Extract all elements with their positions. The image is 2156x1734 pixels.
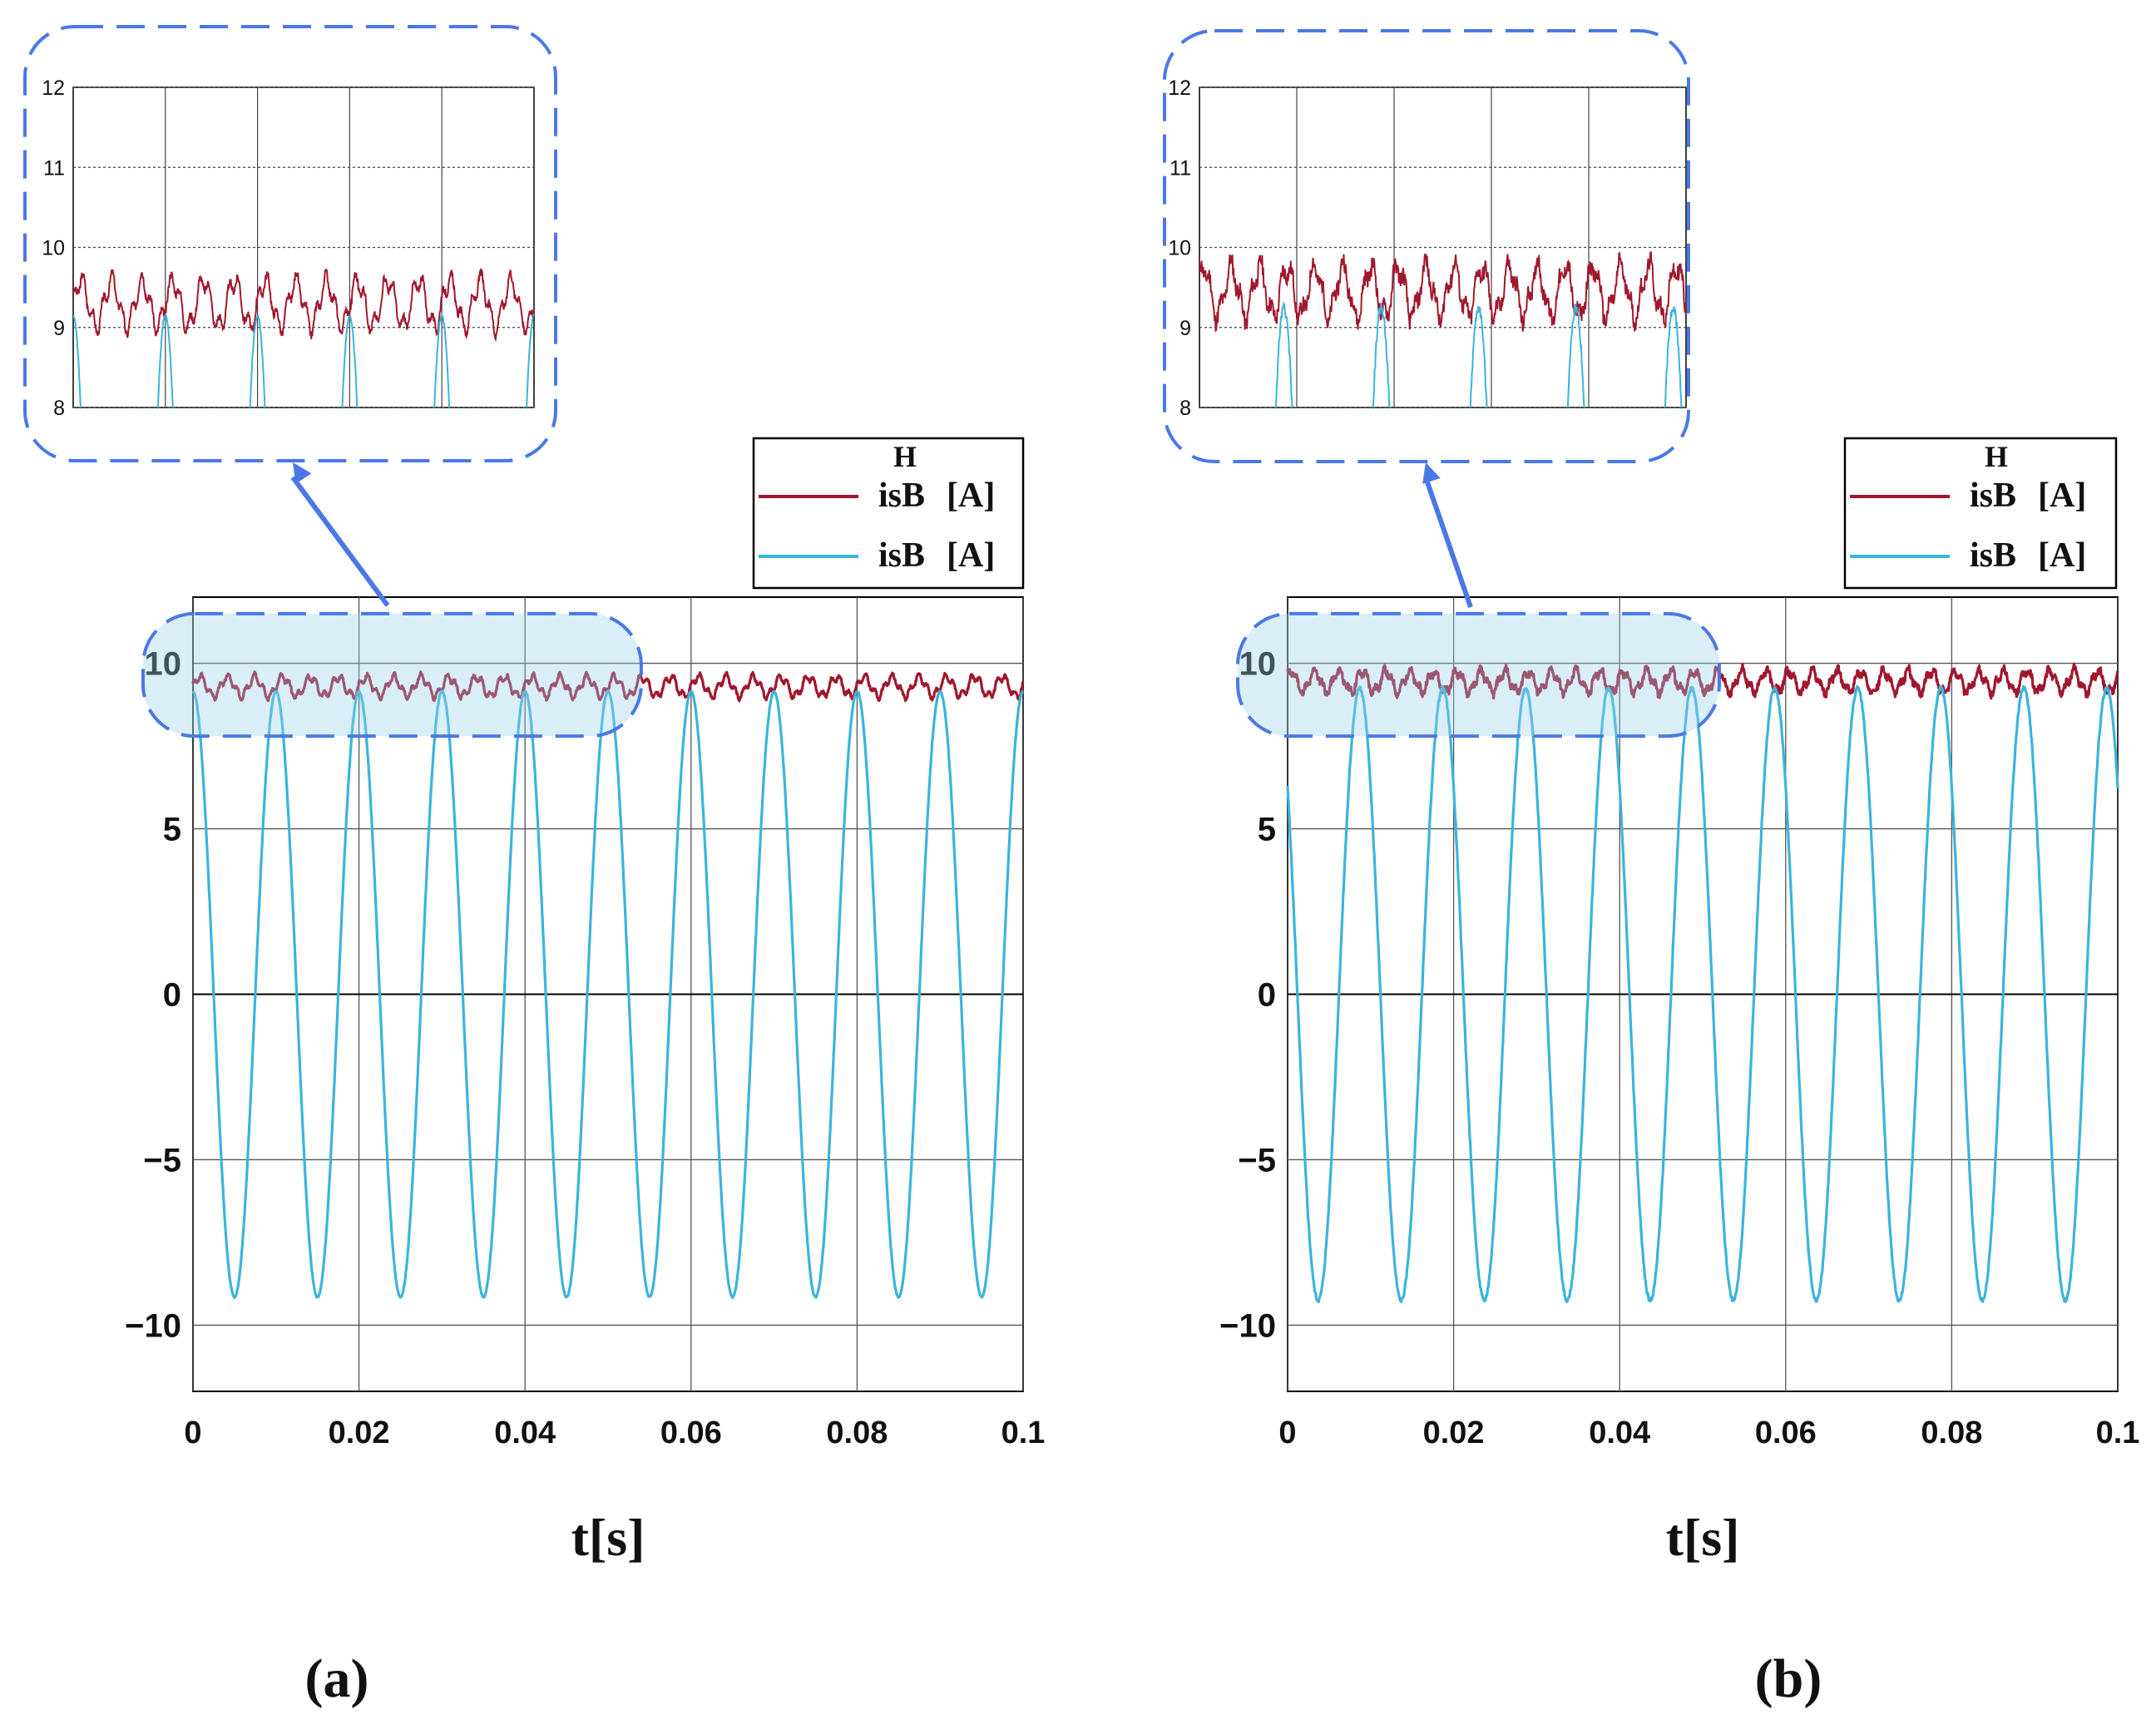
x-tick-label: 0.1	[2096, 1415, 2140, 1450]
series-line-1	[191, 689, 1024, 1299]
zoom-y-tick-label: 11	[43, 156, 65, 180]
zoom-arrow-head	[1422, 462, 1441, 484]
x-tick-label: 0.06	[660, 1415, 722, 1450]
legend-box	[752, 437, 1025, 590]
y-tick-label: 10	[145, 646, 182, 683]
zoom-y-tick-label: 12	[42, 77, 65, 100]
zoom-series-line-1	[1274, 300, 1683, 408]
x-tick-label: 0.04	[1589, 1415, 1650, 1450]
zoom-inset: 8 9 10 11 12	[1163, 29, 1690, 463]
x-tick-label: 0	[1278, 1415, 1296, 1450]
zoom-y-tick-label: 11	[1169, 156, 1191, 180]
zoom-series-line-0	[73, 267, 534, 343]
y-tick-label: −5	[143, 1142, 181, 1178]
x-tick-label: 0.04	[494, 1415, 556, 1450]
legend: isB H [A] isB [A]	[752, 437, 1025, 590]
zoom-inset: 8 9 10 11 12	[23, 25, 557, 462]
x-axis-label: t[s]	[571, 1508, 645, 1567]
legend-unit: [A]	[2038, 477, 2086, 515]
panel-b: 0 0.02 0.04 0.06 0.08 0.1 −10 −5 0 5 10 t[s] (b) isB H…	[1163, 29, 2140, 1709]
legend-label: isB	[1970, 477, 2016, 515]
x-tick-label: 0.06	[1755, 1415, 1817, 1450]
zoom-y-tick-label: 9	[1179, 317, 1191, 340]
series-line-1	[1286, 684, 2119, 1304]
y-tick-label: −10	[125, 1307, 181, 1344]
zoom-source-region	[141, 611, 643, 739]
legend-unit: [A]	[947, 536, 995, 575]
y-tick-label: 0	[163, 977, 181, 1014]
x-tick-label: 0.1	[1001, 1415, 1046, 1450]
x-tick-label: 0.02	[1423, 1415, 1485, 1450]
legend-box	[1843, 437, 2118, 590]
zoom-y-tick-label: 8	[1179, 397, 1191, 420]
zoom-series-line-0	[1199, 250, 1686, 333]
panel-a: 0 0.02 0.04 0.06 0.08 0.1 −10 −5 0 5 10 t[s] (a) isB H…	[23, 25, 1046, 1709]
legend-superscript: H	[893, 440, 917, 473]
legend-unit: [A]	[947, 477, 995, 515]
legend-label: isB	[878, 536, 925, 575]
panel-label: (b)	[1755, 1648, 1822, 1709]
y-tick-label: 5	[163, 812, 181, 848]
y-tick-label: −10	[1219, 1307, 1276, 1344]
zoom-arrow	[290, 476, 390, 607]
y-tick-label: −5	[1238, 1142, 1276, 1178]
x-tick-label: 0.08	[826, 1415, 888, 1450]
zoom-y-tick-label: 10	[42, 237, 65, 260]
y-tick-label: 5	[1258, 812, 1276, 848]
x-tick-label: 0.02	[329, 1415, 390, 1450]
x-axis-label: t[s]	[1666, 1508, 1740, 1567]
legend: isB H [A] isB [A]	[1843, 437, 2118, 590]
legend-label: isB	[1970, 536, 2016, 575]
zoom-arrow	[1423, 477, 1473, 608]
legend-unit: [A]	[2038, 536, 2086, 575]
legend-superscript: H	[1985, 440, 2008, 473]
legend-label: isB	[878, 477, 925, 515]
zoom-y-tick-label: 12	[1168, 77, 1191, 100]
zoom-arrow-head	[293, 462, 312, 484]
zoom-y-tick-label: 8	[53, 397, 65, 420]
zoom-y-tick-label: 10	[1168, 237, 1191, 260]
series-line-0	[1286, 663, 2119, 700]
y-tick-label: 10	[1239, 646, 1277, 683]
zoom-y-tick-label: 9	[53, 317, 65, 340]
zoom-source-region	[1236, 611, 1721, 739]
zoom-plot-area	[1199, 86, 1687, 408]
x-tick-label: 0.08	[1921, 1415, 1982, 1450]
y-tick-label: 0	[1258, 977, 1276, 1014]
x-tick-label: 0	[184, 1415, 201, 1450]
panel-label: (a)	[305, 1648, 369, 1709]
